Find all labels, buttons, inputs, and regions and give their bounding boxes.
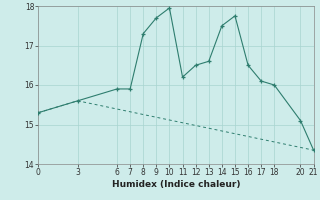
X-axis label: Humidex (Indice chaleur): Humidex (Indice chaleur) <box>112 180 240 189</box>
